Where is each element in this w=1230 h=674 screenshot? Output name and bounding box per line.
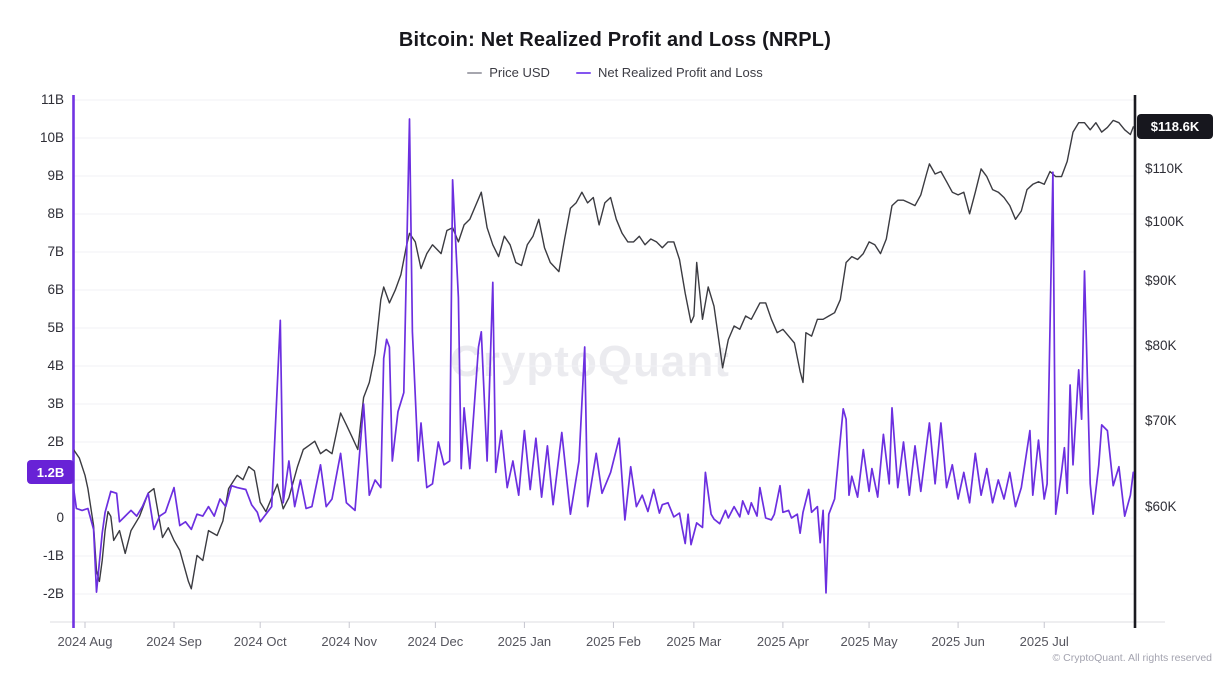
legend: Price USD Net Realized Profit and Loss [0, 65, 1230, 80]
price-current-value-badge: $118.6K [1137, 114, 1213, 140]
x-axis-label: 2025 Feb [585, 634, 641, 649]
gridlines [74, 99, 1135, 595]
x-axis-label: 2025 Jan [497, 634, 552, 649]
legend-item-nrpl[interactable]: Net Realized Profit and Loss [575, 65, 763, 80]
legend-label-price: Price USD [489, 65, 550, 80]
legend-label-nrpl: Net Realized Profit and Loss [597, 65, 763, 80]
y-axis-label-left: 8B [47, 206, 64, 221]
nrpl-line-swatch-icon [575, 71, 591, 74]
x-axis-label: 2024 Aug [57, 634, 113, 649]
y-axis-label-left: 3B [47, 396, 64, 411]
x-axis-label: 2024 Nov [321, 634, 378, 649]
y-axis-label-left: 10B [39, 130, 64, 145]
axis-lines [50, 95, 1165, 628]
x-axis-label: 2025 Mar [666, 634, 722, 649]
y-axis-label-right: $70K [1145, 412, 1177, 428]
x-axis-label: 2024 Dec [407, 634, 464, 649]
y-axis-label-right: $80K [1145, 338, 1177, 354]
chart-title: Bitcoin: Net Realized Profit and Loss (N… [398, 29, 832, 51]
y-axis-label-right: $100K [1145, 214, 1185, 230]
y-axis-label-left: 5B [47, 320, 64, 335]
nrpl-current-value-badge: 1.2B [27, 460, 74, 485]
x-axis-label: 2025 May [840, 634, 898, 649]
nrpl-line [74, 118, 1135, 594]
legend-item-price[interactable]: Price USD [467, 65, 550, 80]
x-axis-label: 2025 Apr [756, 634, 809, 649]
x-axis-label: 2025 Jul [1019, 634, 1069, 649]
x-axis-label: 2025 Jun [931, 634, 985, 649]
y-axis-label-left: 2B [47, 434, 64, 449]
y-axis-label-left: 4B [47, 358, 64, 373]
y-axis-label-left: -1B [42, 548, 64, 563]
copyright-notice: © CryptoQuant. All rights reserved [1052, 652, 1212, 664]
price-line-swatch-icon [467, 71, 483, 74]
y-axis-label-left: 0 [56, 510, 64, 525]
y-axis-label-left: -2B [42, 586, 64, 601]
y-axis-label-right: $110K [1145, 160, 1184, 176]
x-axis-label: 2024 Sep [146, 634, 202, 649]
y-axis-label-left: 11B [40, 92, 64, 107]
price-line [74, 119, 1135, 590]
x-axis-label: 2024 Oct [233, 634, 287, 649]
y-axis-label-right: $90K [1145, 272, 1177, 288]
plot-area[interactable] [74, 95, 1135, 622]
y-axis-label-left: 7B [47, 244, 64, 259]
y-axis-label-left: 6B [47, 282, 64, 297]
y-axis-label-right: $60K [1145, 498, 1177, 514]
y-axis-label-left: 9B [47, 168, 64, 183]
